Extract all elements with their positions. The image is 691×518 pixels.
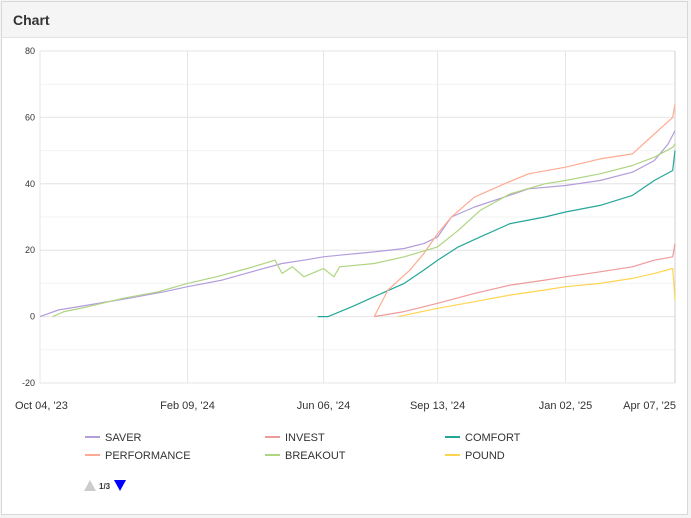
legend-page-indicator: 1/3 [99, 482, 111, 491]
y-tick-label: 0 [30, 312, 35, 322]
y-axis: -20 0 20 40 60 80 [22, 46, 35, 388]
x-tick-label: Feb 09, '24 [160, 400, 215, 412]
y-tick-label: -20 [22, 378, 35, 388]
y-tick-label: 40 [25, 179, 35, 189]
x-tick-label: Jun 06, '24 [297, 400, 350, 412]
y-tick-label: 20 [25, 245, 35, 255]
legend: SAVER INVEST COMFORT PERFORMANCE BREAKOUT POU… [85, 432, 521, 462]
panel-header: Chart [2, 2, 687, 38]
legend-label: SAVER [105, 432, 142, 444]
series-line-pound [398, 267, 676, 318]
legend-label: PERFORMANCE [105, 450, 191, 462]
y-tick-label: 60 [25, 112, 35, 122]
legend-item-invest[interactable]: INVEST [265, 432, 325, 444]
legend-item-saver[interactable]: SAVER [85, 432, 142, 444]
series-line-saver [39, 130, 676, 318]
legend-label: BREAKOUT [285, 450, 346, 462]
x-tick-label: Sep 13, '24 [410, 400, 465, 412]
series-line-breakout [52, 143, 676, 318]
legend-label: COMFORT [465, 432, 521, 444]
series-lines [39, 103, 676, 318]
panel-title: Chart [13, 12, 50, 28]
legend-item-breakout[interactable]: BREAKOUT [265, 450, 346, 462]
x-tick-label: Apr 07, '25 [623, 400, 676, 412]
legend-label: POUND [465, 450, 505, 462]
series-line-invest [374, 243, 676, 318]
x-axis: Oct 04, '23 Feb 09, '24 Jun 06, '24 Sep 13,… [15, 400, 676, 412]
legend-item-pound[interactable]: POUND [445, 450, 505, 462]
legend-item-comfort[interactable]: COMFORT [445, 432, 521, 444]
series-line-performance [373, 103, 676, 317]
legend-nav: 1/3 [84, 480, 126, 491]
x-tick-label: Jan 02, '25 [539, 400, 592, 412]
y-tick-label: 80 [25, 46, 35, 56]
legend-label: INVEST [285, 432, 325, 444]
triangle-down-icon[interactable] [114, 480, 126, 491]
series-line-comfort [317, 150, 676, 318]
triangle-up-icon[interactable] [84, 480, 96, 491]
legend-item-performance[interactable]: PERFORMANCE [85, 450, 191, 462]
x-tick-label: Oct 04, '23 [15, 400, 68, 412]
grid [39, 50, 676, 384]
